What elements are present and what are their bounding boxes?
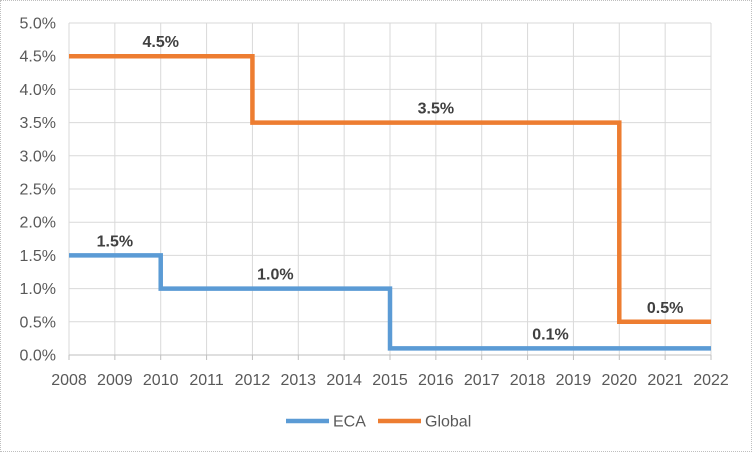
y-tick-label: 1.5% bbox=[20, 248, 56, 265]
y-tick-label: 0.5% bbox=[20, 314, 56, 331]
x-tick-label: 2021 bbox=[647, 372, 683, 389]
x-tick-label: 2017 bbox=[464, 372, 500, 389]
y-tick-label: 3.0% bbox=[20, 148, 56, 165]
legend-label-global: Global bbox=[425, 414, 471, 431]
data-label-global-0: 4.5% bbox=[142, 34, 178, 51]
data-label-eca-2: 0.1% bbox=[532, 326, 568, 343]
x-tick-label: 2020 bbox=[601, 372, 637, 389]
y-tick-label: 1.0% bbox=[20, 281, 56, 298]
y-tick-label: 2.5% bbox=[20, 182, 56, 199]
series-line-eca bbox=[69, 253, 711, 351]
data-label-global-2: 0.5% bbox=[647, 300, 683, 317]
x-tick-label: 2018 bbox=[510, 372, 546, 389]
x-tick-label: 2012 bbox=[235, 372, 271, 389]
y-tick-label: 0.0% bbox=[20, 348, 56, 365]
x-tick-label: 2008 bbox=[51, 372, 87, 389]
x-tick-label: 2015 bbox=[372, 372, 408, 389]
data-label-eca-0: 1.5% bbox=[97, 233, 133, 250]
x-tick-label: 2009 bbox=[97, 372, 133, 389]
y-tick-label: 5.0% bbox=[20, 16, 56, 33]
x-tick-label: 2019 bbox=[556, 372, 592, 389]
data-label-eca-1: 1.0% bbox=[257, 267, 293, 284]
data-label-global-1: 3.5% bbox=[418, 101, 454, 118]
series-line-global bbox=[69, 53, 711, 325]
y-tick-label: 4.5% bbox=[20, 49, 56, 66]
x-tick-label: 2010 bbox=[143, 372, 179, 389]
legend-label-eca: ECA bbox=[333, 414, 366, 431]
y-tick-label: 2.0% bbox=[20, 215, 56, 232]
x-tick-label: 2016 bbox=[418, 372, 454, 389]
x-tick-label: 2011 bbox=[189, 372, 224, 389]
x-tick-label: 2013 bbox=[280, 372, 316, 389]
y-tick-label: 3.5% bbox=[20, 115, 56, 132]
x-tick-label: 2022 bbox=[693, 372, 729, 389]
x-tick-label: 2014 bbox=[326, 372, 362, 389]
y-tick-label: 4.0% bbox=[20, 82, 56, 99]
